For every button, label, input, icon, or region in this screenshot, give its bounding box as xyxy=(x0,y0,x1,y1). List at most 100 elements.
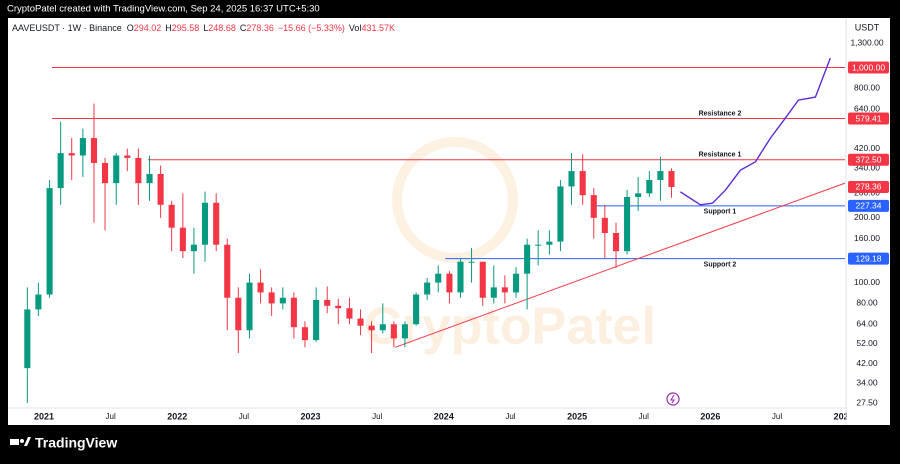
open: 294.02 xyxy=(134,23,162,33)
candle-body xyxy=(490,287,497,298)
x-tick-label: 2021 xyxy=(34,411,54,421)
candle-body xyxy=(68,153,75,156)
y-tick-label: 1,300.00 xyxy=(850,37,883,47)
chart-area xyxy=(8,18,890,425)
level-note: Support 1 xyxy=(704,209,737,216)
candle-body xyxy=(57,153,64,189)
currency: USDT xyxy=(855,22,880,32)
candle-body xyxy=(79,138,86,156)
candle-body xyxy=(235,297,242,331)
brand-icon xyxy=(10,439,19,445)
brand-icon-slash xyxy=(24,437,31,446)
price-badge xyxy=(848,153,889,166)
price-badge-label: 227.34 xyxy=(856,201,882,211)
watermark-logo xyxy=(392,137,518,263)
level-note: Resistance 1 xyxy=(699,152,742,159)
x-tick-label: Jul xyxy=(639,412,649,421)
y-tick-label: 800.00 xyxy=(854,83,880,93)
plot: CryptoPatel Resistance 2 Resistance 1 Suppo… xyxy=(8,18,890,425)
candle-body xyxy=(113,155,120,184)
candle-body xyxy=(313,299,320,341)
price-axis xyxy=(847,18,890,425)
y-tick-label: 80.00 xyxy=(856,298,878,308)
candle-body xyxy=(201,202,209,245)
candle-body xyxy=(590,195,597,218)
candle-body xyxy=(324,299,331,306)
candle-body xyxy=(413,294,420,325)
y-tick-label: 160.00 xyxy=(854,233,880,243)
candle-body xyxy=(46,188,53,295)
candle-body xyxy=(646,179,653,194)
candle-body xyxy=(124,155,131,158)
brand-icon-dot xyxy=(20,439,24,443)
candle-body xyxy=(179,227,186,252)
x-tick-label: 2022 xyxy=(167,411,187,421)
price-badge-label: 278.36 xyxy=(856,182,882,192)
brand-name: TradingView xyxy=(35,435,117,451)
candle-body xyxy=(557,186,564,242)
candle-body xyxy=(101,162,109,184)
candle-body xyxy=(535,244,542,246)
candle-body xyxy=(135,157,142,184)
candle-body xyxy=(290,297,297,328)
x-tick-label: 2023 xyxy=(301,411,321,421)
x-tick-label: 2025 xyxy=(567,411,587,421)
low: 248.68 xyxy=(208,23,236,33)
volume: 431.57K xyxy=(361,23,395,33)
high: 295.58 xyxy=(172,23,200,33)
candle-body xyxy=(624,197,631,252)
x-tick-label: Jul xyxy=(106,412,116,421)
candle-body xyxy=(279,297,286,304)
candle-body xyxy=(457,261,464,293)
candle-body xyxy=(379,324,386,331)
y-tick-label: 52.00 xyxy=(856,338,878,348)
candle-body xyxy=(301,327,308,341)
candle-body xyxy=(513,273,520,293)
candle-body xyxy=(424,282,431,295)
candle-body xyxy=(579,171,586,196)
level-note: Support 2 xyxy=(704,262,737,269)
y-tick-label: 27.50 xyxy=(856,397,878,407)
x-tick-label: 2024 xyxy=(434,411,454,421)
price-badge xyxy=(848,199,889,212)
candle-body xyxy=(546,241,553,245)
price-badge-label: 372.50 xyxy=(856,155,882,165)
candle-body xyxy=(446,273,453,293)
candle-body xyxy=(224,244,231,298)
candle-body xyxy=(468,261,475,263)
x-tick-label: Jul xyxy=(239,412,249,421)
candle-body xyxy=(568,171,575,187)
candle-body xyxy=(335,305,342,309)
close: 278.36 xyxy=(246,23,274,33)
candle-body xyxy=(479,261,486,298)
candle-body xyxy=(213,202,220,245)
candle-body xyxy=(635,193,642,198)
credit: CryptoPatel created with TradingView.com… xyxy=(7,4,320,15)
candle-body xyxy=(246,282,253,331)
c-label: C xyxy=(240,23,247,33)
price-badge-label: 1,000.00 xyxy=(852,62,885,72)
price-badge xyxy=(848,112,889,125)
x-tick-label: Jul xyxy=(505,412,515,421)
candle-body xyxy=(657,171,664,180)
y-tick-label: 64.00 xyxy=(856,318,878,328)
candle-body xyxy=(612,233,620,252)
candle-body xyxy=(168,204,175,228)
candle-body xyxy=(435,273,442,283)
price-badge xyxy=(848,61,889,74)
candle-body xyxy=(346,308,353,319)
candle-body xyxy=(601,217,608,234)
trendline xyxy=(395,182,846,348)
y-tick-label: 42.00 xyxy=(856,358,878,368)
candle-body xyxy=(257,282,264,293)
candle-body xyxy=(524,244,531,274)
lightning-icon xyxy=(666,392,680,406)
y-tick-label: 100.00 xyxy=(854,277,880,287)
candle-body xyxy=(268,292,275,304)
price-badge xyxy=(848,180,889,193)
candle-body xyxy=(668,171,675,187)
candle-body xyxy=(368,325,375,331)
candle-body xyxy=(501,287,508,293)
